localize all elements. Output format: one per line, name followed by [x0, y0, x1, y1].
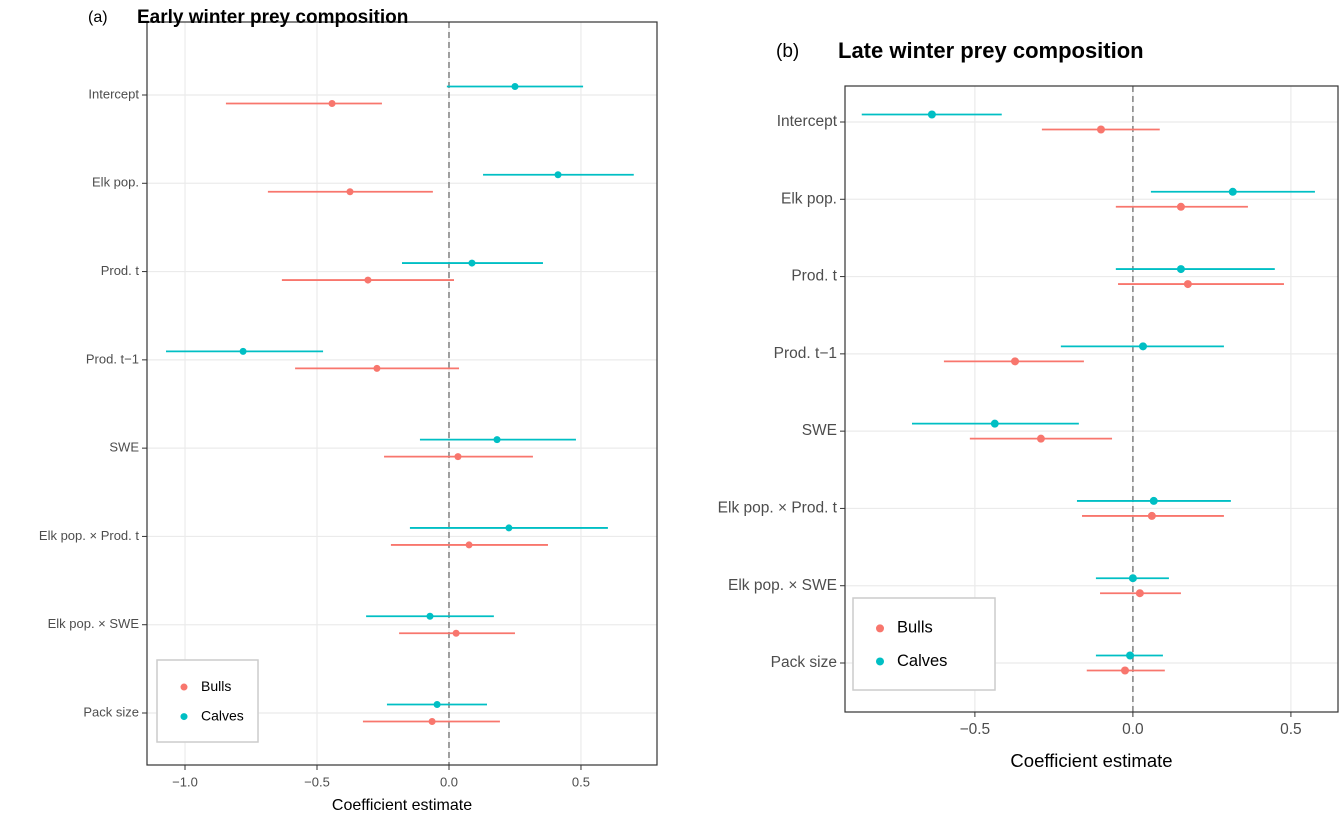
legend-box	[156, 659, 259, 743]
y-tick-label: Intercept	[777, 113, 838, 130]
y-tick-label: Prod. t	[791, 268, 837, 285]
x-tick-label: −0.5	[304, 774, 330, 789]
panel-border	[844, 85, 1339, 713]
chart-title: Late winter prey composition	[838, 38, 1144, 63]
x-tick-label: 0.0	[1122, 721, 1144, 738]
point	[505, 524, 513, 532]
point	[1011, 357, 1020, 366]
x-tick-label: −0.5	[960, 721, 991, 738]
y-tick-label: SWE	[802, 422, 837, 439]
point	[1183, 280, 1192, 289]
y-tick-label: Pack size	[83, 704, 139, 719]
y-tick-label: Prod. t−1	[86, 351, 139, 366]
point	[1128, 574, 1137, 583]
point	[1228, 187, 1237, 196]
point	[927, 110, 936, 119]
x-tick-label: 0.5	[1280, 721, 1302, 738]
point	[1176, 265, 1185, 274]
point	[511, 83, 519, 90]
point	[1135, 589, 1144, 598]
legend-swatch	[180, 683, 188, 691]
point	[554, 171, 562, 179]
y-tick-label: Pack size	[771, 654, 837, 671]
y-tick-label: Elk pop.	[781, 190, 837, 207]
point	[239, 347, 247, 355]
point	[990, 419, 999, 428]
legend-label: Calves	[201, 707, 244, 723]
panel-tag: (b)	[776, 41, 799, 62]
y-tick-label: Elk pop. × Prod. t	[718, 500, 838, 517]
y-tick-label: Elk pop. × SWE	[728, 577, 837, 594]
point	[465, 541, 473, 549]
point	[373, 364, 381, 372]
panel-border	[146, 21, 658, 766]
y-tick-label: Elk pop. × SWE	[48, 616, 140, 631]
point	[1120, 666, 1129, 675]
panel-tag: (a)	[88, 9, 108, 26]
x-axis-label: Coefficient estimate	[332, 797, 472, 814]
panel-background	[147, 22, 657, 765]
point	[1096, 125, 1105, 134]
point	[452, 629, 460, 637]
point	[328, 100, 336, 107]
legend-label: Bulls	[201, 678, 231, 694]
y-tick-label: Prod. t−1	[774, 345, 837, 362]
chart-title: Early winter prey composition	[137, 7, 408, 28]
point	[433, 701, 441, 708]
point	[493, 436, 501, 444]
point	[364, 276, 372, 284]
point	[454, 453, 462, 461]
y-tick-label: Elk pop. × Prod. t	[39, 528, 139, 543]
legend-swatch	[876, 657, 884, 666]
legend-swatch	[180, 713, 188, 721]
legend-label: Calves	[897, 652, 947, 670]
x-tick-label: 0.0	[440, 774, 458, 789]
point	[426, 612, 434, 620]
point	[1147, 511, 1156, 520]
point	[468, 259, 476, 267]
point	[428, 718, 436, 725]
x-tick-label: −1.0	[172, 774, 198, 789]
point	[1126, 651, 1135, 660]
point	[1139, 342, 1148, 351]
x-axis-label: Coefficient estimate	[1010, 750, 1172, 771]
y-tick-label: Prod. t	[101, 263, 140, 278]
y-tick-label: Intercept	[88, 86, 139, 101]
point	[1176, 202, 1185, 211]
legend-box	[852, 597, 996, 691]
point	[1036, 434, 1045, 443]
legend-label: Bulls	[897, 619, 933, 637]
point	[1149, 496, 1158, 505]
x-tick-label: 0.5	[572, 774, 590, 789]
legend-swatch	[876, 624, 884, 633]
point	[346, 188, 354, 196]
y-tick-label: SWE	[109, 440, 139, 455]
y-tick-label: Elk pop.	[92, 175, 139, 190]
